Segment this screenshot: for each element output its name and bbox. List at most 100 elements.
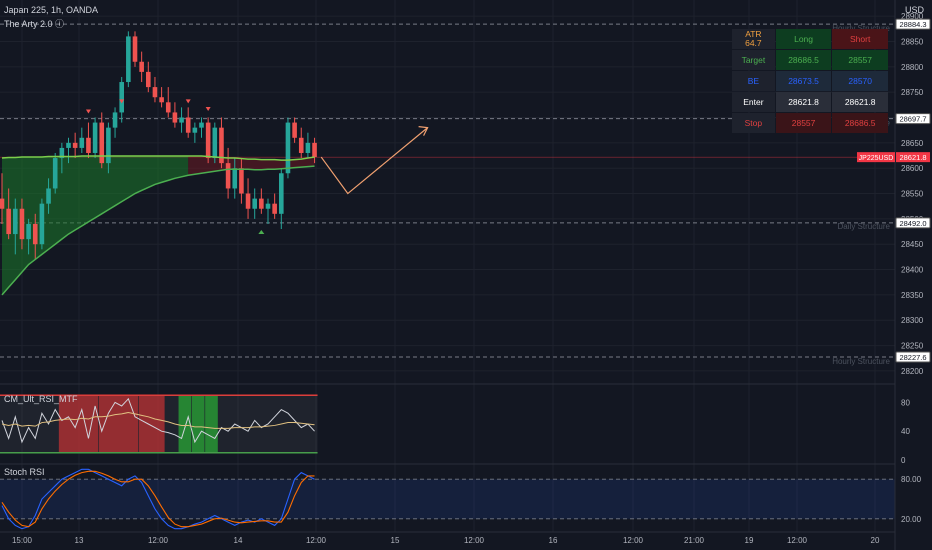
candle-body [205,122,211,159]
time-tick-label: 12:00 [306,536,327,545]
level-price-box [895,217,931,229]
ema-lines [1,155,315,296]
buy-signal-marker [258,229,265,234]
candle-body [13,208,18,235]
time-tick-label: 20 [871,536,880,545]
candle-body [72,142,78,148]
candle-body [192,127,198,133]
long-header: Long [775,29,832,49]
enter-label: Enter [732,92,775,112]
structure-label: Hourly Structure [832,24,890,33]
candle-body [199,122,204,128]
time-tick-label: 14 [234,536,243,545]
candle-body [0,198,5,209]
short-header: Short [832,29,888,49]
level-price-text: 28492.0 [899,219,926,228]
candle-body [219,127,224,164]
candle-body [239,168,244,194]
price-tick-label: 28850 [901,37,924,46]
level-price-text: 28884.3 [899,20,926,29]
currency-label: USD [905,5,925,15]
candle-body [172,112,178,123]
candle-body [292,122,297,138]
candle-body [146,71,151,88]
rsi-signal-band [98,395,138,453]
indicator-title: The Arty 2.0 ⓘ [4,19,65,29]
current-price-text: 28621.8 [899,153,926,162]
candle-body [285,122,291,174]
candle-body [92,122,98,153]
candle-body [225,163,231,189]
price-tick-label: 28200 [901,367,924,376]
sell-signal-marker [185,99,191,104]
enter-short: 28621.8 [832,92,888,112]
target-short: 28557 [832,50,888,70]
candle-body [185,117,191,133]
stoch-panel-label: Stoch RSI [4,467,45,477]
candle-body [259,198,264,209]
be-label: BE [732,71,775,91]
candle-body [86,137,91,153]
price-tick-label: 28350 [901,291,924,300]
atr-label: ATR [745,29,762,39]
symbol-tag-text: JP225USD [859,155,894,162]
price-tick-label: 28400 [901,266,924,275]
candle-body [272,203,277,214]
candle-body [245,193,251,209]
candle-body [232,168,238,189]
structure-label: Hourly Structure [832,357,890,366]
candle-body [46,188,51,204]
candle-body [39,203,45,245]
time-tick-label: 12:00 [787,536,808,545]
stoch-band-fill [0,479,895,519]
time-tick-label: 15 [391,536,400,545]
candle-body [52,158,58,189]
stop-long: 28557 [775,113,832,133]
candle-body [32,223,38,245]
time-tick-label: 21:00 [684,536,705,545]
rsi-tick-label: 80 [901,398,910,407]
rsi-signal-band [191,395,205,453]
stoch-d-line [1,470,315,528]
projection-path [320,127,428,195]
candle-body [312,142,317,158]
ema-line [1,165,315,296]
price-tick-label: 28650 [901,139,924,148]
time-tick-label: 12:00 [464,536,485,545]
candle-body [298,137,304,153]
candle-body [112,112,118,128]
rsi-panel: 0 40 80 [0,383,910,465]
structure-label: Daily Structure [838,222,891,231]
symbol-tag-box [857,152,895,163]
time-tick-label: 13 [75,536,84,545]
time-tick-label: 19 [745,536,754,545]
time-tick-label: 12:00 [148,536,169,545]
atr-value: 64.7 [745,38,762,48]
time-tick-label: 16 [549,536,558,545]
projection-arrowhead [418,126,429,136]
stoch-panel: 80.00 20.00 [0,463,922,530]
candle-body [159,97,164,103]
stoch-tick-label: 20.00 [901,515,922,524]
rsi-signal-band [138,395,165,453]
sell-signal-marker [119,99,125,104]
candle-body [99,122,105,164]
trade-table: ATR 64.7 Long Short Target 28686.5 28557 … [731,28,889,134]
candle-body [139,61,144,72]
target-label: Target [732,50,775,70]
sell-signal-marker [85,109,91,114]
candle-body [305,142,311,153]
candle-body [165,102,171,113]
current-price-box [896,152,930,163]
target-long: 28686.5 [775,50,832,70]
rsi-tick-label: 0 [901,456,906,465]
candle-body [152,87,158,98]
stop-short: 28686.5 [832,113,888,133]
candle-body [26,223,31,240]
level-price-box [895,18,931,30]
candle-body [279,173,284,214]
signal-markers [85,99,265,234]
price-tick-label: 28450 [901,240,924,249]
price-tick-label: 28250 [901,342,924,351]
